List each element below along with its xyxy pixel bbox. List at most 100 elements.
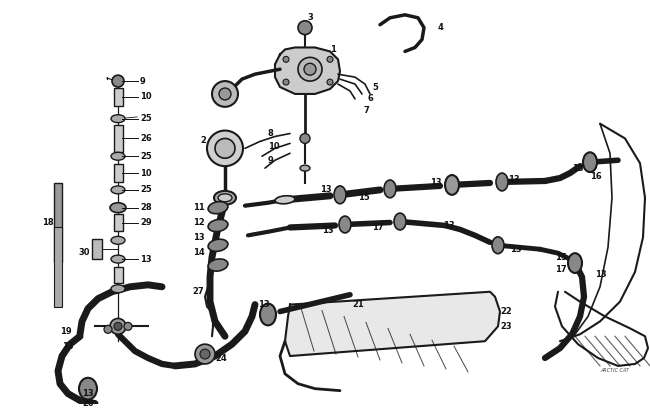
Text: 27: 27 — [192, 287, 203, 296]
Text: 23: 23 — [500, 322, 512, 331]
Circle shape — [283, 79, 289, 85]
Bar — [114, 124, 122, 152]
Ellipse shape — [208, 259, 228, 271]
Text: 25: 25 — [140, 185, 151, 194]
Text: 17: 17 — [372, 223, 383, 232]
Text: 9: 9 — [268, 156, 274, 165]
Text: 13: 13 — [443, 221, 454, 230]
Ellipse shape — [111, 186, 125, 194]
Ellipse shape — [218, 194, 232, 202]
Text: 13: 13 — [510, 245, 521, 254]
Ellipse shape — [334, 186, 346, 204]
Circle shape — [327, 79, 333, 85]
Circle shape — [300, 133, 310, 143]
Bar — [54, 228, 62, 306]
Bar — [114, 214, 122, 231]
Circle shape — [298, 58, 322, 81]
Circle shape — [104, 325, 112, 333]
Circle shape — [112, 75, 124, 87]
Text: 18: 18 — [42, 218, 53, 227]
Text: 7: 7 — [364, 106, 370, 115]
Text: 8: 8 — [268, 129, 274, 138]
Text: 13: 13 — [62, 341, 73, 350]
Text: 3: 3 — [307, 13, 313, 22]
Text: 5: 5 — [372, 82, 378, 91]
Bar — [54, 183, 62, 262]
Text: 9: 9 — [140, 77, 146, 86]
Ellipse shape — [445, 175, 459, 195]
Text: 25: 25 — [140, 114, 151, 123]
Circle shape — [200, 349, 210, 359]
Ellipse shape — [208, 202, 228, 214]
Bar — [114, 88, 122, 106]
Ellipse shape — [214, 191, 236, 205]
Text: 29: 29 — [140, 218, 151, 227]
Text: 16: 16 — [590, 171, 602, 180]
Ellipse shape — [394, 213, 406, 230]
Circle shape — [207, 131, 243, 166]
Text: 10: 10 — [140, 93, 151, 102]
Text: ARCTIC CAT: ARCTIC CAT — [601, 368, 629, 373]
Circle shape — [114, 322, 122, 330]
Ellipse shape — [208, 239, 228, 251]
Text: 13: 13 — [322, 226, 333, 235]
Text: 13: 13 — [193, 233, 205, 242]
Circle shape — [298, 21, 312, 35]
Text: 12: 12 — [193, 218, 205, 227]
Text: 30: 30 — [78, 248, 90, 257]
Text: 13: 13 — [82, 389, 94, 398]
Text: 17: 17 — [555, 264, 567, 273]
Ellipse shape — [275, 196, 295, 204]
Text: 19: 19 — [60, 327, 72, 336]
Circle shape — [212, 81, 238, 107]
Text: 2: 2 — [200, 136, 206, 145]
Text: 13: 13 — [595, 271, 606, 279]
Text: 10: 10 — [268, 142, 280, 151]
Bar — [92, 239, 102, 259]
Text: 14: 14 — [193, 248, 205, 257]
Polygon shape — [285, 292, 500, 356]
Text: 13: 13 — [430, 178, 441, 187]
Circle shape — [219, 88, 231, 100]
Ellipse shape — [111, 255, 125, 263]
Circle shape — [283, 56, 289, 62]
Circle shape — [304, 63, 316, 75]
Text: 15: 15 — [555, 253, 567, 262]
Text: 11: 11 — [193, 203, 205, 212]
Ellipse shape — [384, 180, 396, 198]
Text: 13: 13 — [508, 175, 519, 184]
Text: 13: 13 — [320, 185, 332, 194]
Ellipse shape — [111, 152, 125, 160]
Circle shape — [110, 319, 126, 334]
Ellipse shape — [208, 220, 228, 232]
Text: 28: 28 — [140, 203, 151, 212]
Ellipse shape — [583, 152, 597, 172]
Ellipse shape — [300, 165, 310, 171]
Text: 13: 13 — [258, 300, 270, 309]
Ellipse shape — [79, 378, 97, 399]
Ellipse shape — [568, 253, 582, 273]
Text: 10: 10 — [140, 169, 151, 177]
Ellipse shape — [492, 237, 504, 254]
Text: 25: 25 — [140, 152, 151, 161]
Circle shape — [195, 344, 215, 364]
Ellipse shape — [111, 236, 125, 244]
Text: 26: 26 — [140, 134, 151, 143]
Text: 22: 22 — [500, 307, 512, 316]
Text: 15: 15 — [358, 193, 370, 202]
Text: 4: 4 — [438, 23, 444, 32]
Ellipse shape — [496, 173, 508, 191]
Circle shape — [327, 56, 333, 62]
Text: 6: 6 — [368, 94, 374, 103]
Ellipse shape — [110, 203, 126, 213]
Text: 21: 21 — [352, 300, 364, 309]
Polygon shape — [275, 47, 340, 94]
Bar — [114, 164, 122, 182]
Circle shape — [215, 138, 235, 158]
Text: 24: 24 — [215, 353, 227, 362]
Circle shape — [124, 322, 132, 330]
Bar — [114, 267, 122, 283]
Ellipse shape — [339, 216, 351, 233]
Text: 13: 13 — [140, 255, 151, 264]
Text: 13: 13 — [572, 164, 584, 173]
